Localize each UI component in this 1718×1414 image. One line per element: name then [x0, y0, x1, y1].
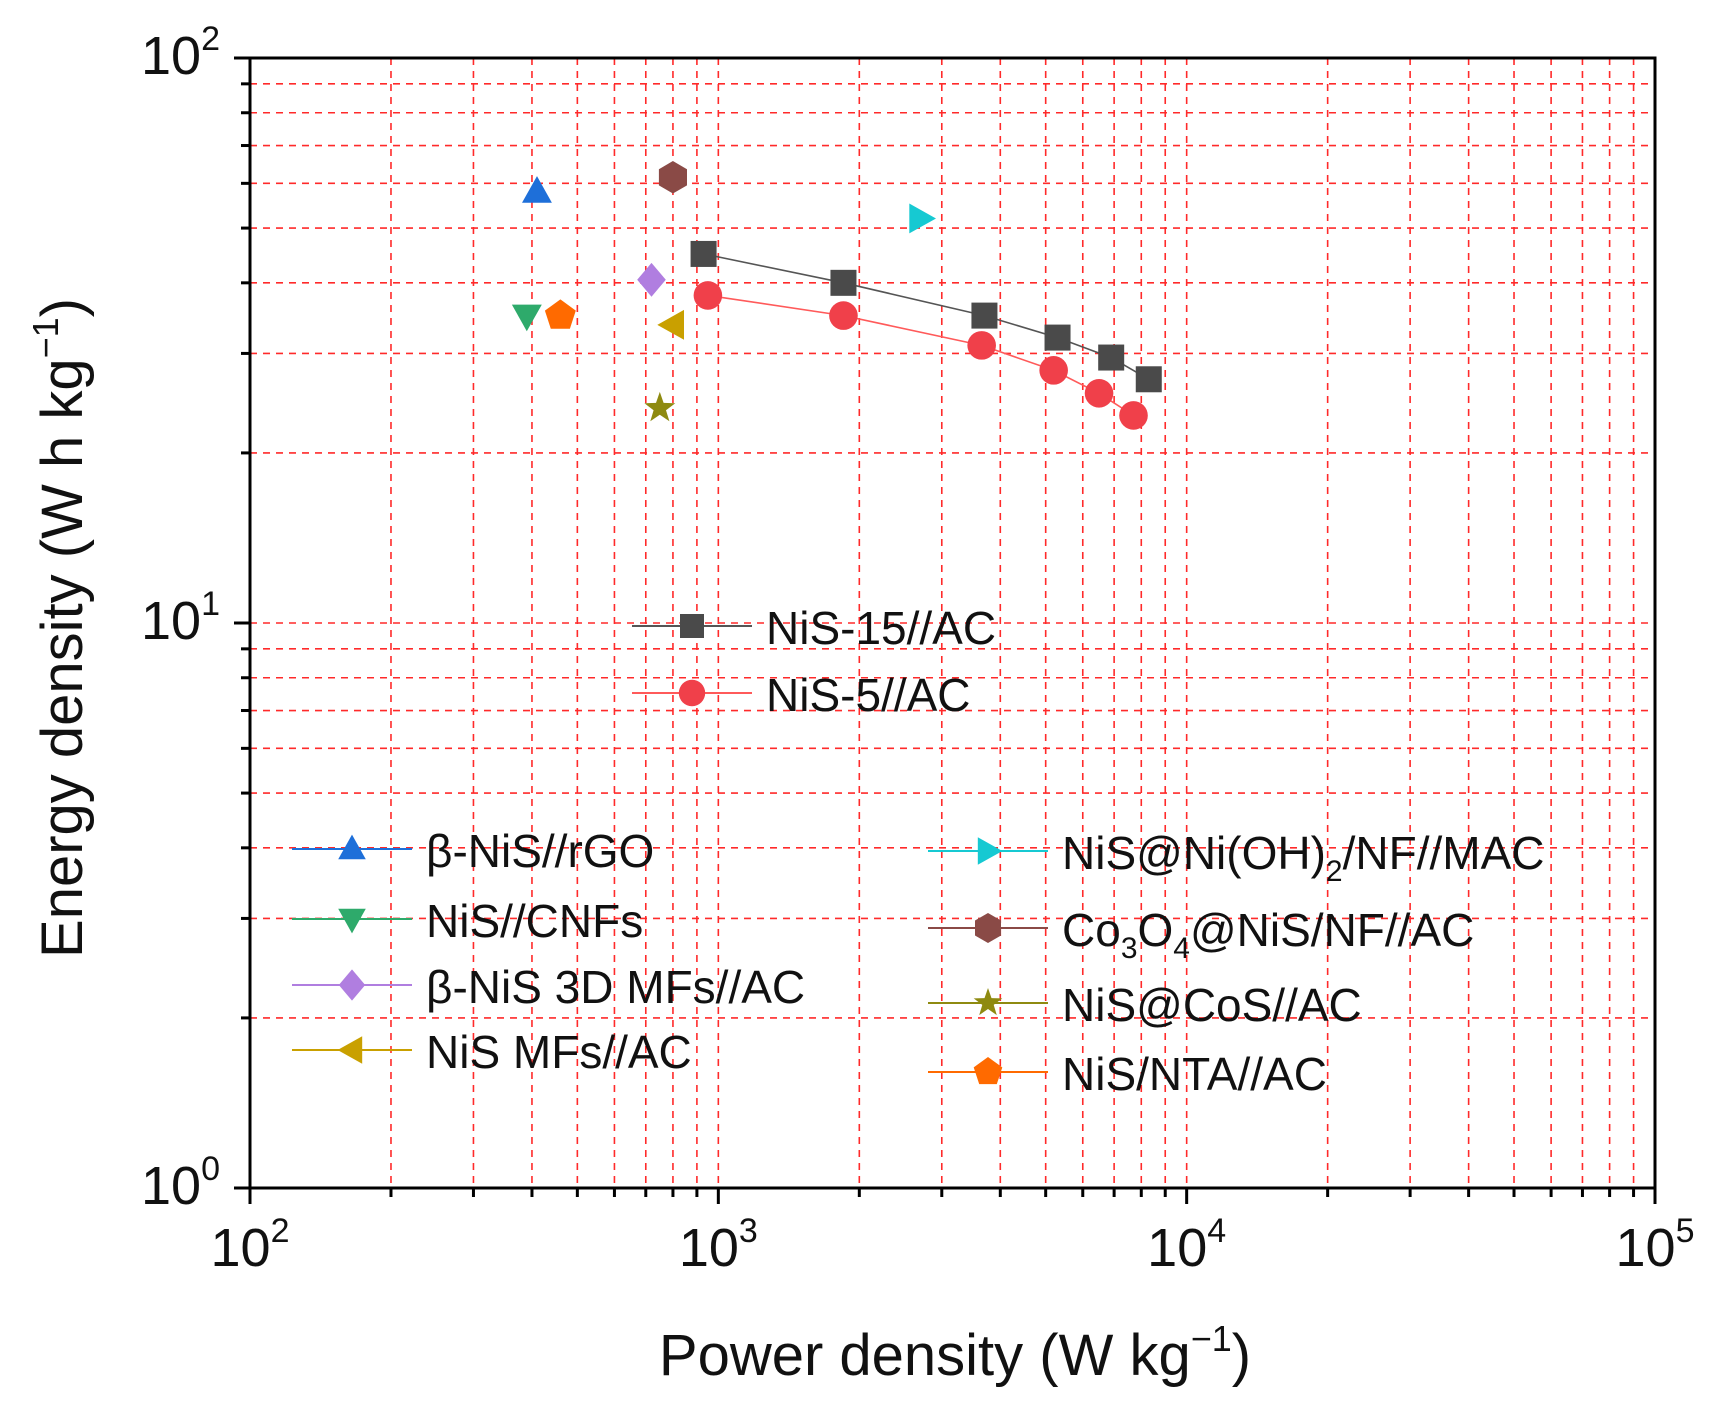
legend-entry-nis-ni-oh: NiS@Ni(OH)2/NF//MAC: [928, 827, 1544, 888]
series-layer: [511, 161, 1162, 430]
data-point: [693, 281, 723, 310]
legend-label: NiS@CoS//AC: [1062, 979, 1362, 1031]
legend-marker: [338, 834, 366, 860]
y-tick-label: 100: [141, 1150, 220, 1216]
data-point: [909, 203, 936, 234]
data-point: [1039, 356, 1068, 385]
legend-marker: [338, 969, 366, 1001]
data-point: [657, 309, 684, 340]
x-tick-label: 104: [1147, 1212, 1226, 1278]
legend-marker: [975, 913, 1001, 943]
legend-marker: [338, 908, 366, 934]
data-point: [544, 299, 576, 329]
grid-lines: [250, 58, 1655, 1188]
legend-marker: [337, 1036, 363, 1064]
legend-marker: [973, 1057, 1003, 1085]
legend-marker: [680, 614, 704, 638]
y-tick-label: 101: [141, 585, 220, 651]
data-point: [830, 269, 857, 296]
legend-marker: [678, 679, 706, 707]
legend-entry-nis-cnfs: NiS//CNFs: [292, 895, 643, 947]
data-point: [658, 161, 687, 194]
data-point: [644, 391, 676, 422]
data-point: [1098, 344, 1125, 371]
x-tick-label: 105: [1616, 1212, 1695, 1278]
x-axis-label: Power density (W kg−1): [659, 1318, 1251, 1388]
data-point: [1084, 379, 1114, 408]
legend-entry-nis-cos-ac: NiS@CoS//AC: [928, 979, 1362, 1031]
series-nis-nta-ac: [544, 299, 576, 329]
legend-marker: [973, 988, 1003, 1016]
data-point: [1044, 324, 1071, 351]
series-nis-ni-oh: [909, 203, 936, 234]
data-point: [690, 240, 717, 267]
series-nis-cos-ac: [644, 391, 676, 422]
legend-label: NiS-15//AC: [766, 602, 996, 654]
legend-entry-co: Co3O4@NiS/NF//AC: [928, 904, 1474, 965]
data-point: [1135, 366, 1162, 393]
legend-label: NiS/NTA//AC: [1062, 1048, 1327, 1100]
series-nis-15-ac: [690, 240, 1162, 393]
series-nis-3d-mfs-ac: [637, 262, 666, 297]
legend: NiS-15//AC NiS-5//AC β-NiS//rGO NiS//CNFs β-…: [292, 602, 1544, 1100]
data-point: [829, 301, 858, 330]
legend-label: NiS@Ni(OH)2/NF//MAC: [1062, 827, 1544, 888]
y-axis-label: Energy density (W h kg−1): [25, 298, 95, 958]
legend-label: Co3O4@NiS/NF//AC: [1062, 904, 1474, 965]
legend-entry-nis-rgo: β-NiS//rGO: [292, 825, 654, 877]
series-nis-cnfs: [511, 304, 542, 332]
data-point: [1119, 401, 1148, 430]
series-line: [707, 294, 1134, 417]
legend-label: β-NiS 3D MFs//AC: [426, 961, 805, 1013]
legend-entry-nis-15-ac: NiS-15//AC: [632, 602, 996, 654]
y-tick-label: 102: [141, 20, 220, 86]
data-point: [522, 176, 552, 203]
legend-label: β-NiS//rGO: [426, 825, 654, 877]
tick-labels: 102 103 104 105 100 101 102: [141, 20, 1695, 1278]
data-point: [967, 331, 996, 360]
series-co: [658, 161, 687, 194]
x-tick-label: 102: [211, 1212, 290, 1278]
series-nis-rgo: [522, 176, 552, 203]
x-tick-label: 103: [679, 1212, 758, 1278]
legend-label: NiS-5//AC: [766, 669, 970, 721]
data-point: [971, 302, 998, 329]
legend-entry-nis-nta-ac: NiS/NTA//AC: [928, 1048, 1327, 1100]
legend-entry-nis-5-ac: NiS-5//AC: [632, 669, 970, 721]
series-nis-mfs-ac: [657, 309, 684, 340]
legend-entry-nis-3d-mfs-ac: β-NiS 3D MFs//AC: [292, 961, 805, 1013]
legend-label: NiS//CNFs: [426, 895, 643, 947]
legend-label: NiS MFs//AC: [426, 1026, 692, 1078]
legend-marker: [977, 837, 1003, 865]
legend-entry-nis-mfs-ac: NiS MFs//AC: [292, 1026, 692, 1078]
series-nis-5-ac: [693, 281, 1148, 430]
data-point: [511, 304, 542, 332]
axis-ticks: [234, 56, 1657, 1204]
data-point: [637, 262, 666, 297]
